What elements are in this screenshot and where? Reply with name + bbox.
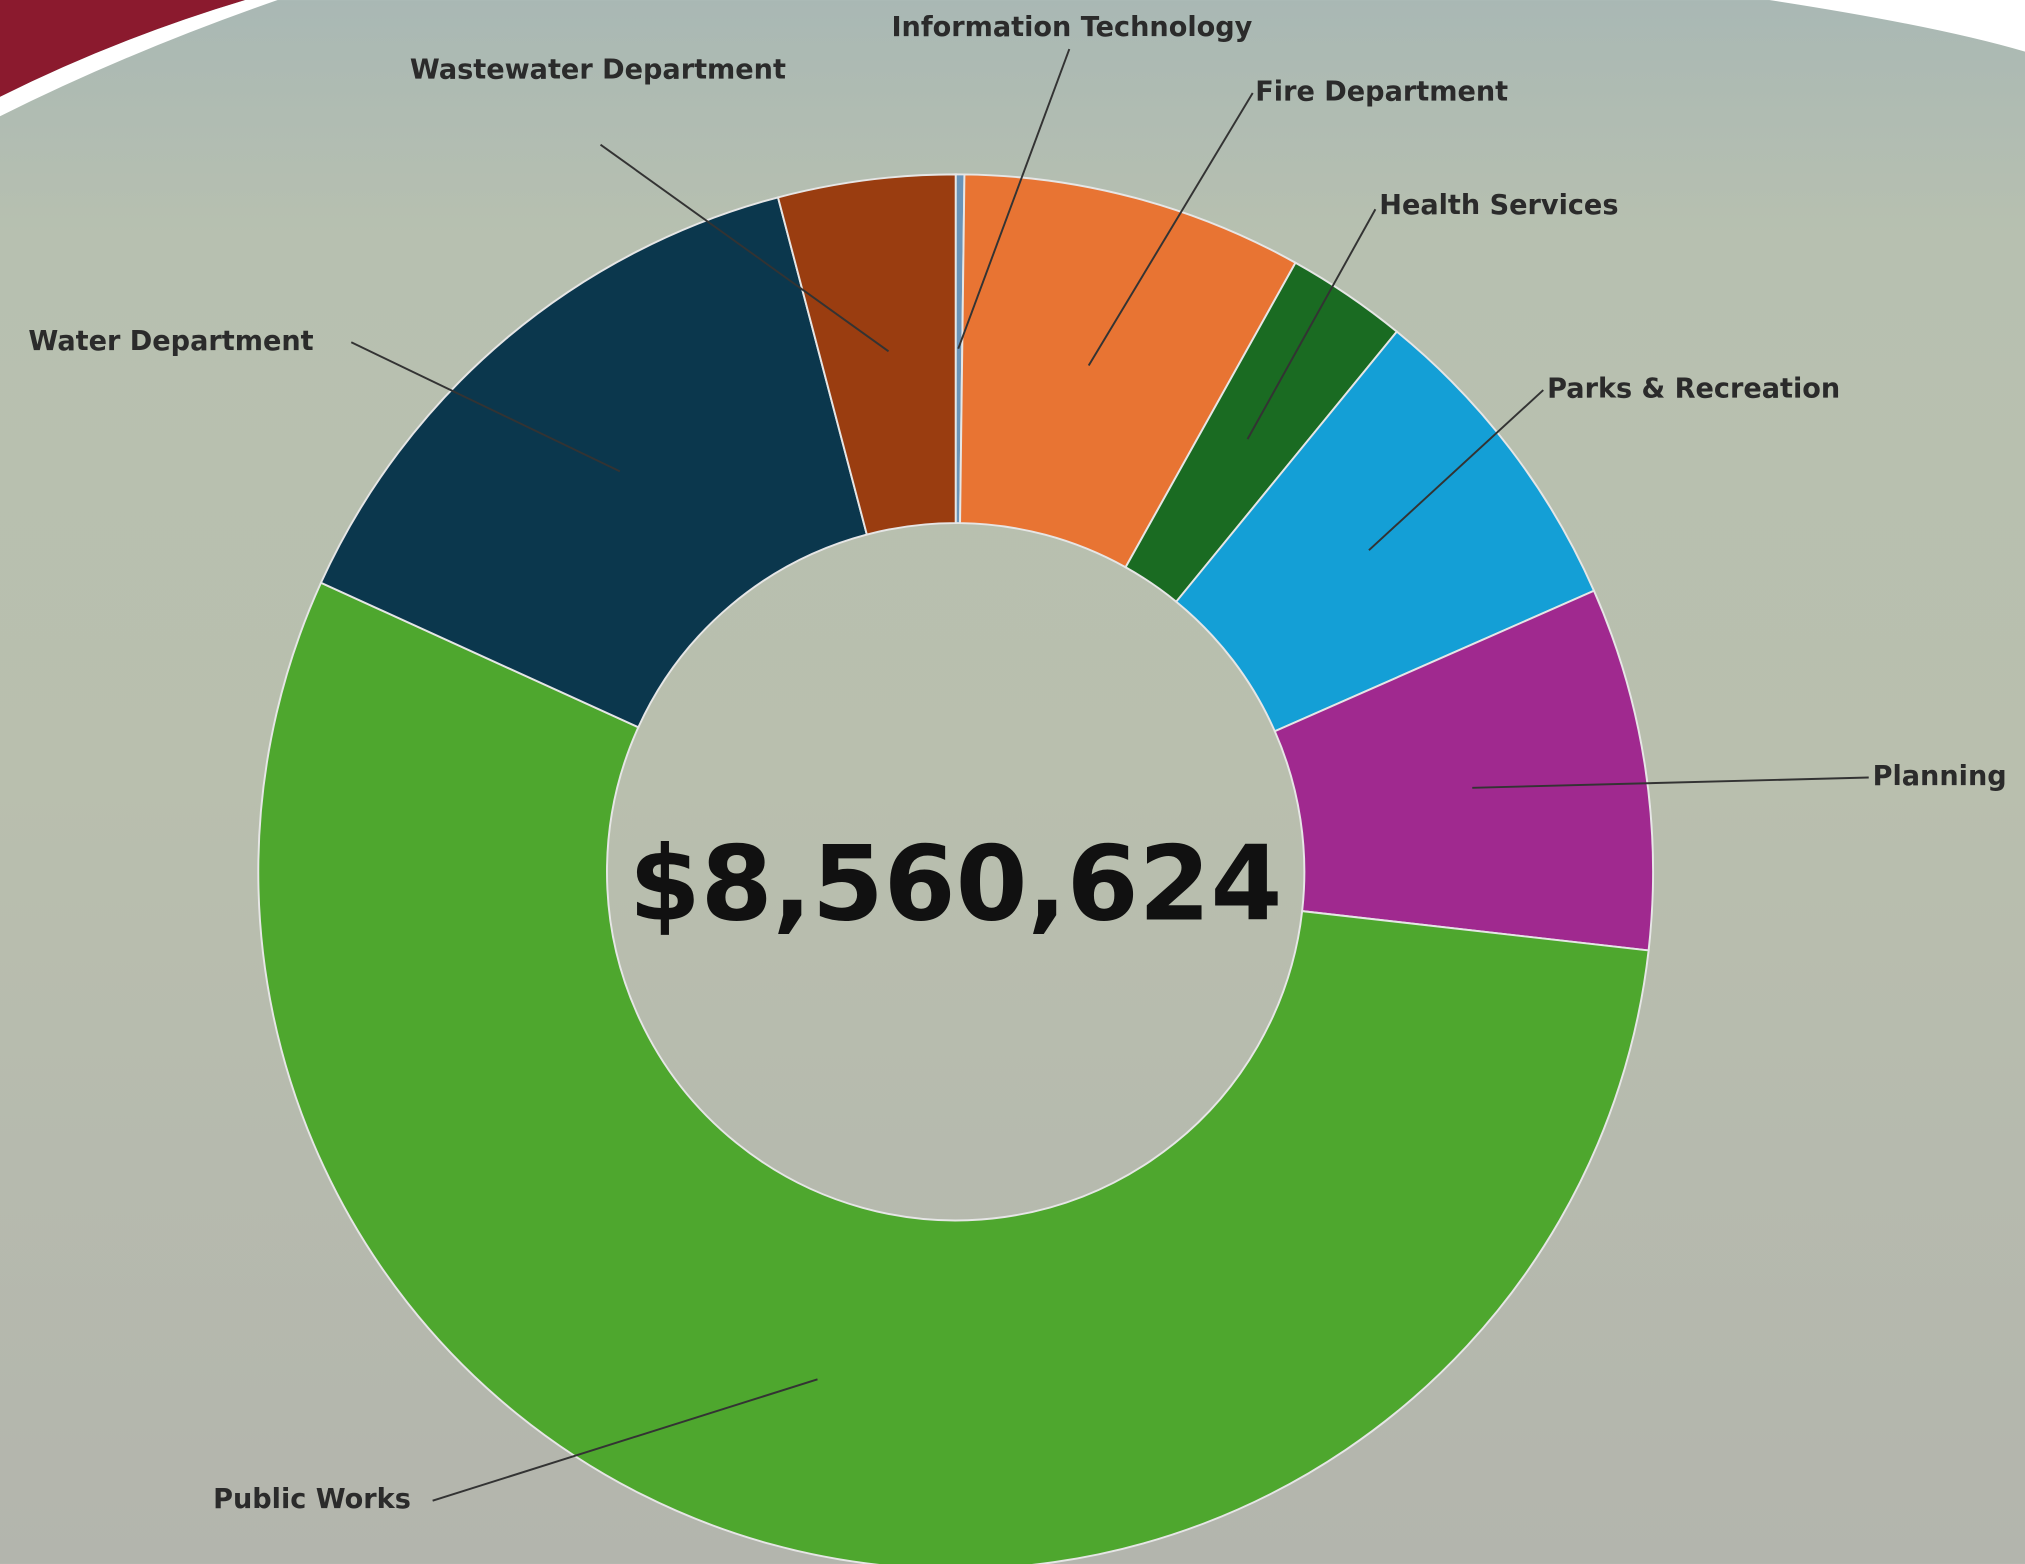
leader-line [1472,776,1869,789]
segment-label: Health Services [1379,190,1618,221]
leader-line [1087,92,1254,367]
donut [257,173,1654,1564]
donut-segment [319,196,869,729]
segment-label: Water Department [28,326,313,357]
leader-line [957,48,1071,350]
leader-line [1368,389,1544,551]
leader-line [432,1378,818,1502]
segment-label: Fire Department [1255,77,1508,108]
header-swoosh [0,0,246,97]
segment-label: Parks & Recreation [1547,374,1840,405]
center-total: $8,560,624 [629,824,1282,944]
segment-label: Wastewater Department [410,55,786,86]
donut-segment [1273,589,1654,952]
corner-edge [1769,0,2025,52]
segment-label: Public Works [213,1484,411,1515]
donut-segment [257,581,1650,1564]
labels: Information Technology Fire Department Hea… [28,12,2006,1515]
donut-segment [776,173,957,536]
segment-label: Information Technology [891,12,1252,43]
segment-label: Planning [1873,761,2007,792]
leader-line [350,341,621,473]
leader-line [599,143,890,353]
leader-line [1246,208,1377,440]
